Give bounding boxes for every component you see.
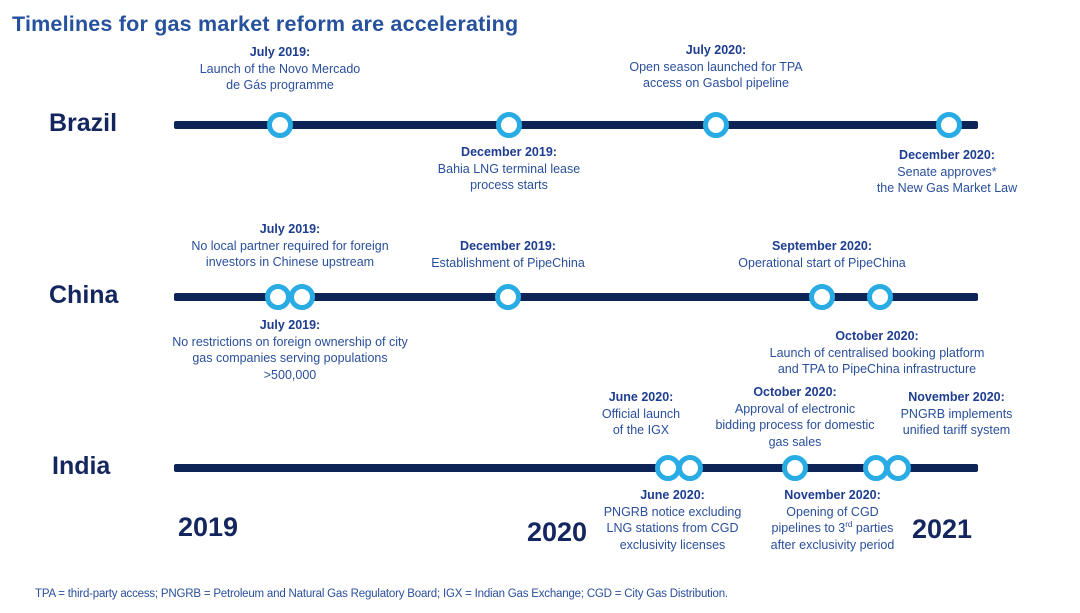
event-date: July 2020: <box>685 43 747 57</box>
event-date: November 2020: <box>784 488 881 502</box>
year-label-2019: 2019 <box>178 512 239 542</box>
timeline-marker <box>782 455 808 481</box>
event-date: December 2019: <box>460 239 556 253</box>
event-india-oct2020: October 2020: Approval of electronic bid… <box>692 384 898 450</box>
footnote: TPA = third-party access; PNGRB = Petrol… <box>35 588 728 600</box>
event-india-jun2020-igx: June 2020: Official launch of the IGX <box>571 389 711 439</box>
timeline-marker <box>809 284 835 310</box>
event-text-part: parties after exclusivity period <box>770 521 895 552</box>
timeline-marker <box>885 455 911 481</box>
event-china-dec2019: December 2019: Establishment of PipeChin… <box>403 238 613 271</box>
event-text: Official launch of the IGX <box>601 406 681 438</box>
row-label-brazil: Brazil <box>49 109 118 137</box>
event-date: December 2020: <box>899 148 995 162</box>
ordinal-superscript: rd <box>845 519 853 529</box>
event-text-part: Opening of CGD pipelines to 3 <box>771 504 879 536</box>
event-china-oct2020: October 2020: Launch of centralised book… <box>737 328 1017 378</box>
event-india-nov2020-cgd: November 2020: Opening of CGD pipelines … <box>745 487 920 553</box>
event-brazil-dec2019: December 2019: Bahia LNG terminal lease … <box>409 144 609 194</box>
event-text: Establishment of PipeChina <box>431 255 585 270</box>
row-label-india: India <box>52 452 111 480</box>
event-text: Senate approves* the New Gas Market Law <box>876 164 1018 196</box>
timeline-china <box>174 293 978 301</box>
event-china-jul2019-upstream: July 2019: No local partner required for… <box>160 221 420 271</box>
event-india-jun2020-pngrb: June 2020: PNGRB notice excluding LNG st… <box>580 487 765 553</box>
event-date: December 2019: <box>461 145 557 159</box>
event-date: July 2019: <box>259 222 321 236</box>
event-date: July 2019: <box>259 318 321 332</box>
timeline-marker <box>495 284 521 310</box>
event-brazil-jul2020: July 2020: Open season launched for TPA … <box>596 42 836 92</box>
event-text: No local partner required for foreign in… <box>191 238 389 270</box>
timeline-marker <box>496 112 522 138</box>
timeline-marker <box>265 284 291 310</box>
event-text: Operational start of PipeChina <box>738 255 906 270</box>
event-date: October 2020: <box>835 329 919 343</box>
timeline-india <box>174 464 978 472</box>
event-text: Bahia LNG terminal lease process starts <box>437 161 581 193</box>
event-date: June 2020: <box>608 390 674 404</box>
timeline-marker <box>703 112 729 138</box>
event-text: Open season launched for TPA access on G… <box>629 59 803 91</box>
event-text: PNGRB implements unified tariff system <box>900 406 1013 438</box>
event-date: November 2020: <box>908 390 1005 404</box>
timeline-brazil <box>174 121 978 129</box>
event-date: July 2019: <box>249 45 311 59</box>
year-label-2021: 2021 <box>912 514 973 544</box>
event-india-nov2020-tariff: November 2020: PNGRB implements unified … <box>869 389 1044 439</box>
timeline-marker <box>289 284 315 310</box>
event-text: Launch of the Novo Mercado de Gás progra… <box>199 61 361 93</box>
event-text: Opening of CGD pipelines to 3rd parties … <box>745 504 920 554</box>
page-title: Timelines for gas market reform are acce… <box>12 12 519 36</box>
event-brazil-jul2019: July 2019: Launch of the Novo Mercado de… <box>165 44 395 94</box>
event-china-jul2019-citygas: July 2019: No restrictions on foreign ow… <box>135 317 445 383</box>
timeline-marker <box>936 112 962 138</box>
event-date: June 2020: <box>640 488 705 502</box>
timeline-marker <box>267 112 293 138</box>
event-text: No restrictions on foreign ownership of … <box>172 334 408 382</box>
event-brazil-dec2020: December 2020: Senate approves* the New … <box>842 147 1052 197</box>
event-date: October 2020: <box>753 385 837 399</box>
event-china-sep2020: September 2020: Operational start of Pip… <box>712 238 932 271</box>
event-text: Launch of centralised booking platform a… <box>769 345 985 377</box>
event-date: September 2020: <box>771 239 873 253</box>
timeline-marker <box>677 455 703 481</box>
event-text: Approval of electronic bidding process f… <box>715 401 875 449</box>
year-label-2020: 2020 <box>527 517 588 547</box>
event-text: PNGRB notice excluding LNG stations from… <box>603 504 742 552</box>
row-label-china: China <box>49 281 119 309</box>
timeline-marker <box>867 284 893 310</box>
